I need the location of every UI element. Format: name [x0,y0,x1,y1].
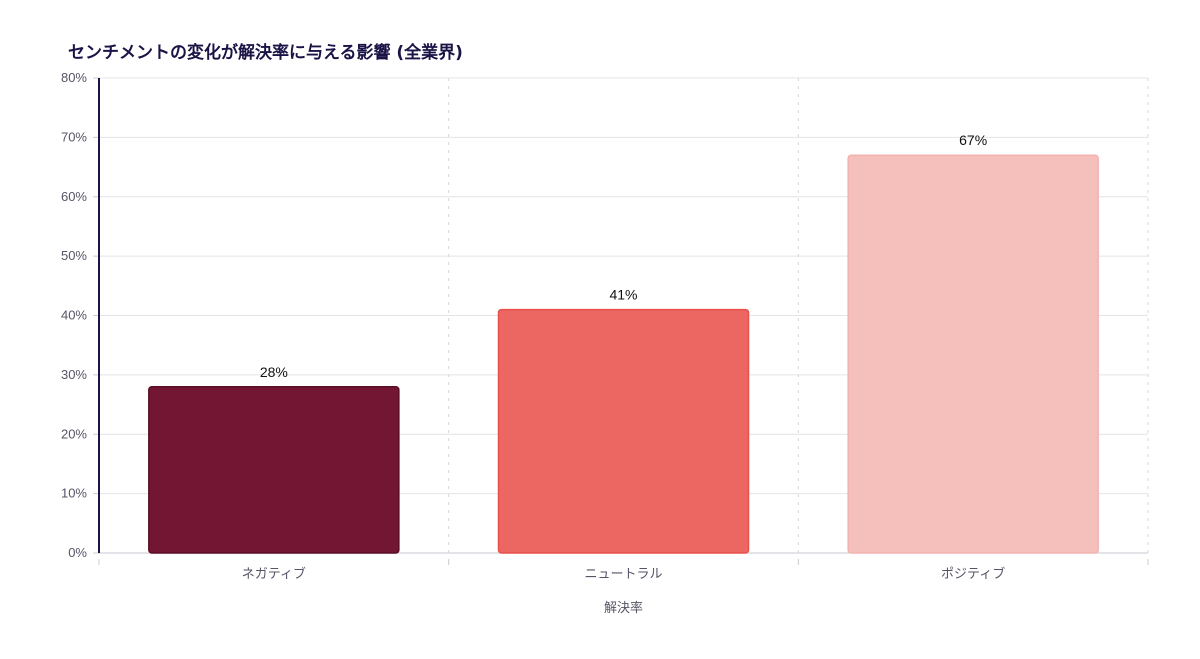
data-label: 28% [260,364,288,380]
y-tick-label: 20% [61,426,87,441]
y-tick-label: 60% [61,189,87,204]
chart-title: センチメントの変化が解決率に与える影響 (全業界) [68,43,463,63]
bar-2 [497,308,750,554]
x-tick-label: ネガティブ [242,566,306,582]
y-tick-label: 0% [68,545,87,560]
x-axis-title: 解決率 [604,600,643,616]
x-tick-label: ポジティブ [941,566,1005,582]
y-tick-label: 80% [61,70,87,85]
y-tick-label: 10% [61,486,87,501]
y-tick-label: 40% [61,308,87,323]
data-label: 67% [959,132,987,148]
y-tick-label: 70% [61,129,87,144]
x-tick-label: ニュートラル [584,567,662,582]
y-tick-label: 50% [61,248,87,263]
y-tick-label: 30% [61,367,87,382]
bar-3 [847,154,1099,554]
bar-1 [148,386,400,554]
data-label: 41% [609,287,637,303]
